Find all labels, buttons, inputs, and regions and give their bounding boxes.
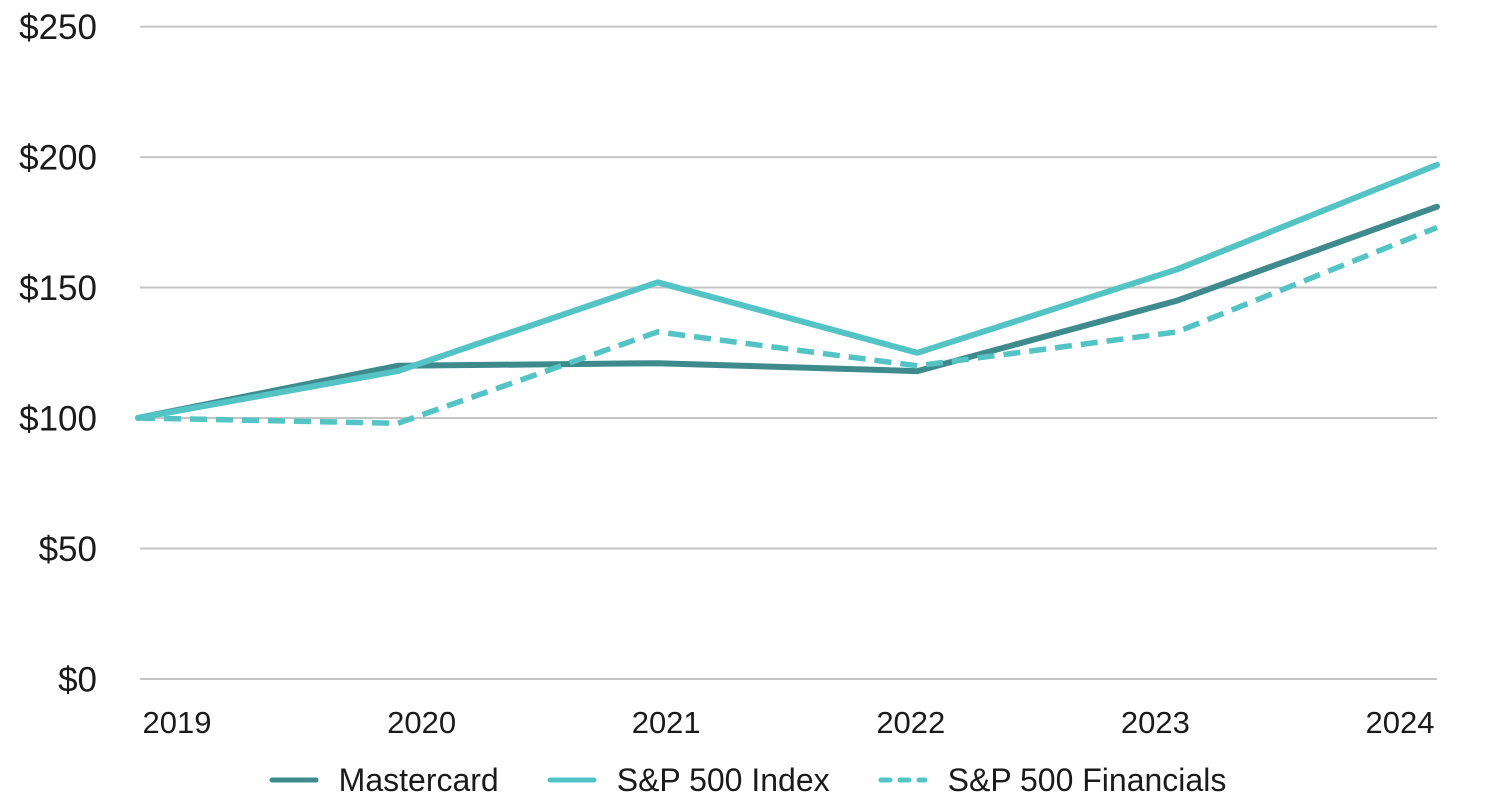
x-axis-tick-label: 2019 xyxy=(143,705,212,740)
y-axis-tick-label: $200 xyxy=(19,138,97,177)
y-axis-tick-label: $250 xyxy=(19,8,97,47)
series-line-mastercard xyxy=(135,203,1440,421)
y-axis-tick-label: $150 xyxy=(19,269,97,308)
y-axis-tick-label: $50 xyxy=(39,530,97,569)
x-axis-tick-label: 2021 xyxy=(632,705,701,740)
legend-swatch-sp500-financials xyxy=(878,777,928,783)
legend-label-mastercard: Mastercard xyxy=(338,761,499,798)
legend-swatch-sp500-index xyxy=(547,777,597,783)
chart-legend: Mastercard S&P 500 Index S&P 500 Financi… xyxy=(0,754,1495,806)
x-axis-tick-label: 2023 xyxy=(1121,705,1190,740)
legend-swatch-mastercard xyxy=(269,777,319,783)
x-axis-tick-label: 2024 xyxy=(1366,705,1435,740)
legend-label-sp500-index: S&P 500 Index xyxy=(616,761,830,798)
series-line-s-p-500-financials xyxy=(137,224,1439,427)
legend-item-mastercard: Mastercard xyxy=(269,762,499,799)
y-axis-tick-label: $100 xyxy=(19,399,97,438)
legend-item-sp500-index: S&P 500 Index xyxy=(547,762,830,799)
series-line-s-p-500-index xyxy=(135,161,1440,421)
x-axis-tick-label: 2022 xyxy=(876,705,945,740)
legend-label-sp500-financials: S&P 500 Financials xyxy=(947,761,1227,798)
y-axis-tick-label: $0 xyxy=(58,660,97,699)
x-axis-tick-label: 2020 xyxy=(387,705,456,740)
legend-item-sp500-financials: S&P 500 Financials xyxy=(878,761,1227,799)
